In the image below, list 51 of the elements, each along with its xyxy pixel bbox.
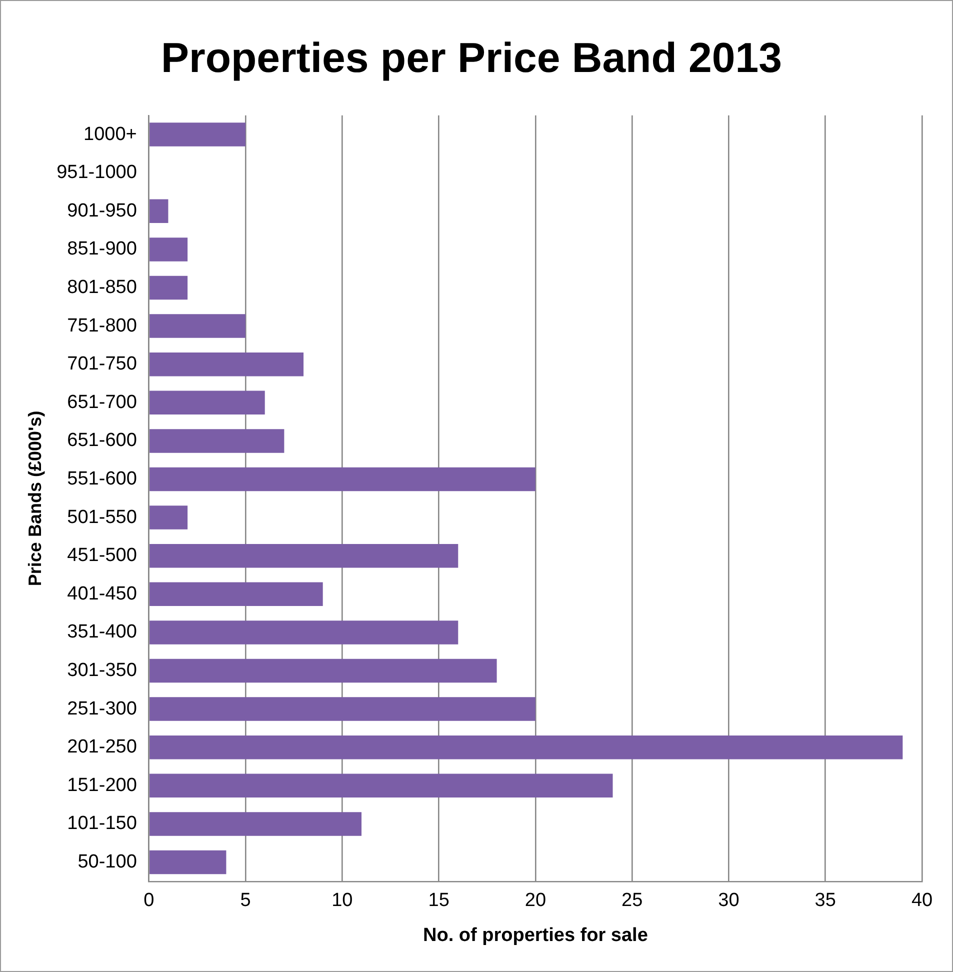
x-tick-label: 15 — [428, 890, 450, 912]
y-tick-label: 501-550 — [67, 506, 137, 528]
bar — [150, 390, 265, 415]
bar — [150, 544, 458, 568]
y-tick-label: 301-350 — [67, 660, 137, 681]
y-tick-label: 201-250 — [67, 736, 137, 758]
x-axis-title: No. of properties for sale — [423, 924, 648, 946]
y-tick-label: 701-750 — [67, 354, 137, 375]
y-tick-label: 651-700 — [67, 392, 137, 413]
x-tick-label: 30 — [718, 890, 740, 912]
x-tick-label: 40 — [911, 890, 933, 912]
y-tick-label: 951-1000 — [56, 162, 137, 184]
bar — [150, 276, 188, 300]
bar — [150, 429, 284, 453]
bar — [150, 582, 323, 606]
y-tick-label: 351-400 — [67, 622, 137, 643]
y-tick-label: 251-300 — [67, 698, 137, 720]
bar — [150, 812, 362, 836]
y-tick-label: 101-150 — [67, 813, 137, 834]
y-tick-label: 651-600 — [67, 430, 137, 452]
y-tick-label: 751-800 — [67, 315, 137, 336]
bar — [150, 199, 168, 224]
bar — [150, 658, 497, 683]
x-tick-label: 20 — [524, 890, 546, 912]
bar — [150, 122, 246, 146]
bar — [150, 774, 613, 798]
bar — [150, 352, 304, 376]
y-tick-label: 451-500 — [67, 545, 137, 566]
x-tick-label: 0 — [144, 890, 154, 912]
x-tick-label: 10 — [332, 890, 353, 912]
bar — [150, 620, 458, 644]
y-tick-label: 901-950 — [67, 200, 137, 222]
bar — [150, 850, 226, 874]
y-tick-label: 401-450 — [67, 583, 137, 604]
bar — [150, 506, 188, 530]
bar — [150, 314, 246, 338]
y-tick-label: 151-200 — [67, 774, 137, 796]
y-tick-label: 1000+ — [84, 124, 137, 145]
x-tick-label: 5 — [240, 890, 251, 912]
y-tick-label: 801-850 — [67, 276, 137, 298]
bar — [150, 697, 536, 721]
y-axis-title: Price Bands (£000's) — [24, 410, 45, 586]
x-tick-label: 25 — [622, 890, 643, 912]
y-tick-label: 551-600 — [67, 468, 137, 490]
bar — [150, 238, 188, 262]
bar — [150, 467, 536, 492]
y-tick-label: 50-100 — [78, 851, 137, 872]
y-tick-label: 851-900 — [67, 238, 137, 260]
bar — [150, 735, 903, 760]
x-tick-label: 35 — [814, 890, 836, 912]
chart-title: Properties per Price Band 2013 — [161, 34, 782, 81]
